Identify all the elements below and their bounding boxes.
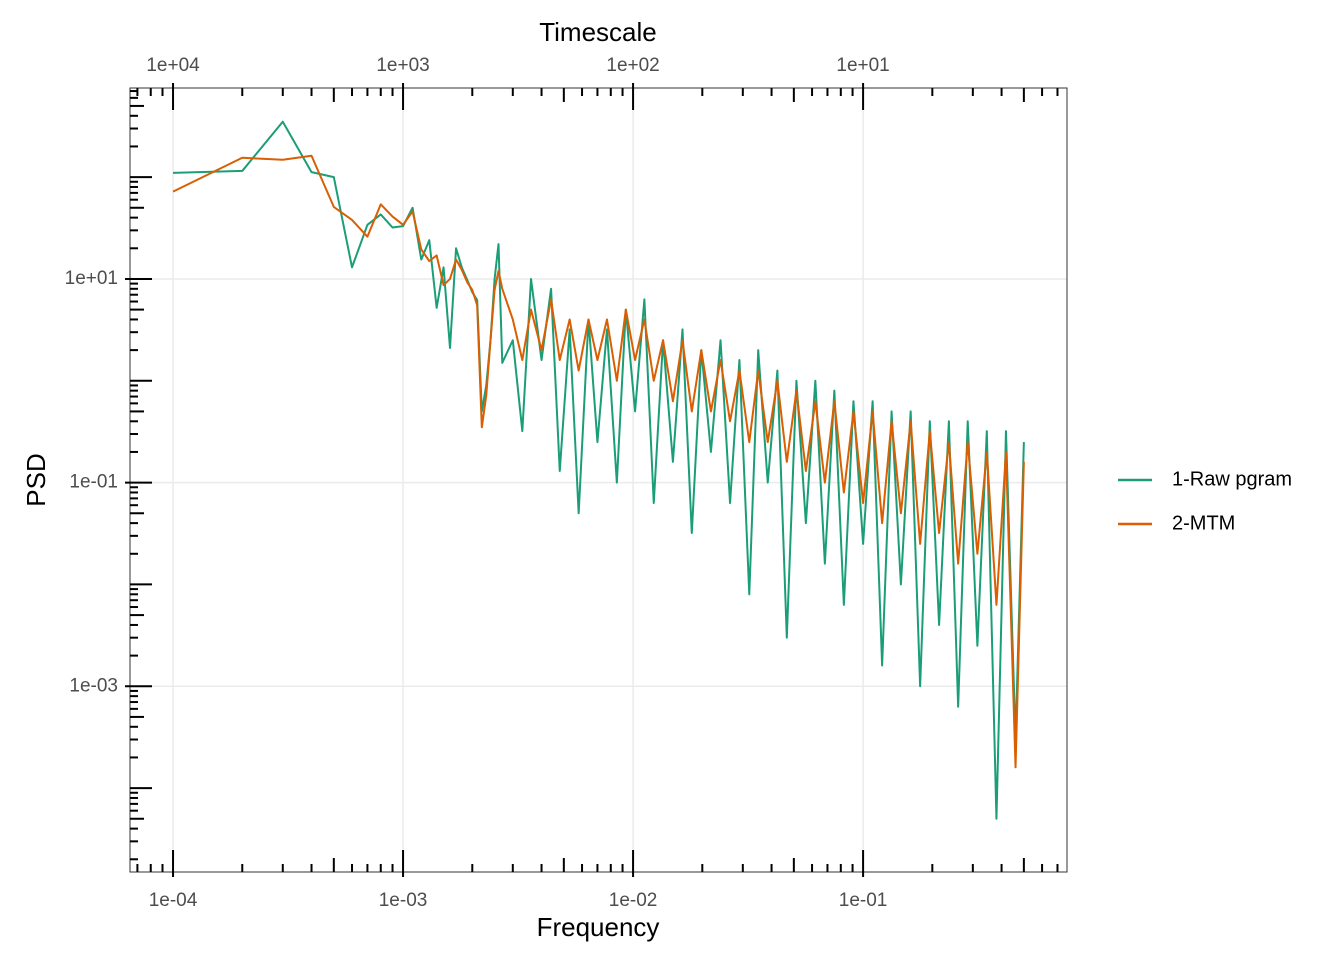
x2-tick-label: 1e+01 — [836, 55, 889, 76]
x-tick-label: 1e-02 — [609, 890, 658, 911]
x-axis-title: Frequency — [537, 912, 660, 942]
y-axis-title: PSD — [21, 453, 51, 506]
panel-border — [129, 87, 1068, 873]
legend-label: 1-Raw pgram — [1172, 468, 1292, 490]
series-line — [173, 120, 1025, 820]
y-tick-label: 1e-01 — [69, 472, 118, 493]
y-tick-label: 1e-03 — [69, 675, 118, 696]
x2-axis-title: Timescale — [539, 17, 657, 47]
x-tick-label: 1e-01 — [839, 890, 888, 911]
x2-tick-label: 1e+03 — [376, 55, 429, 76]
y-tick-label: 1e+01 — [65, 268, 118, 289]
x-tick-label: 1e-04 — [149, 890, 198, 911]
series-line — [172, 154, 1025, 769]
legend-label: 2-MTM — [1172, 512, 1235, 534]
x-tick-label: 1e-03 — [379, 890, 428, 911]
x2-tick-label: 1e+02 — [606, 55, 659, 76]
x2-tick-label: 1e+04 — [146, 55, 200, 76]
